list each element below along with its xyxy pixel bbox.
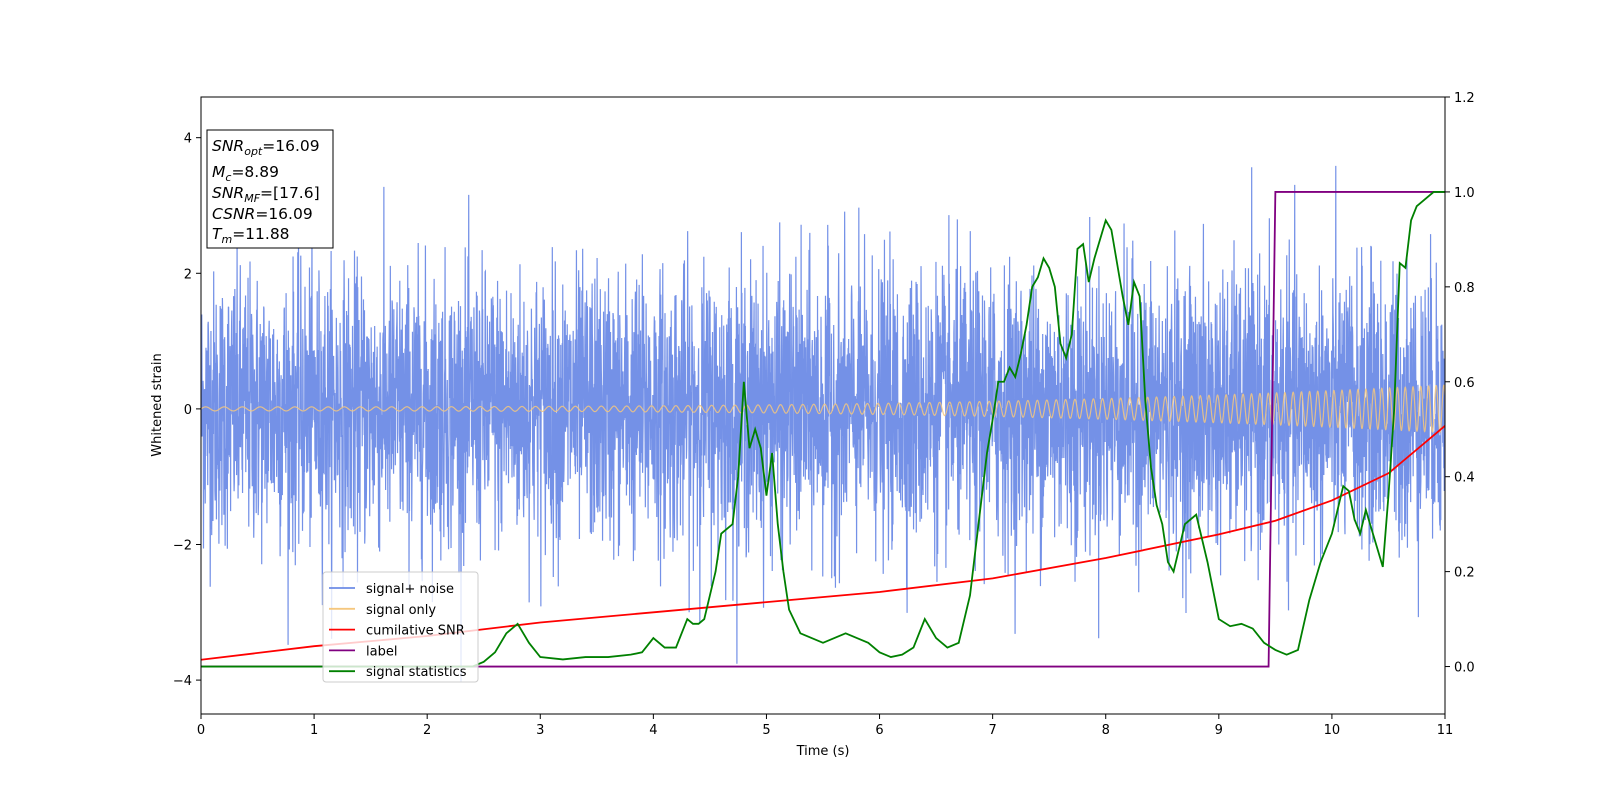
series-label bbox=[201, 191, 1445, 668]
legend: signal+ noise signal only cumilative SNR la… bbox=[322, 571, 479, 683]
x-tick-label: 10 bbox=[1324, 723, 1341, 738]
legend-label: signal only bbox=[366, 603, 436, 618]
x-tick-label: 11 bbox=[1437, 723, 1454, 738]
y-tick-label: 2 bbox=[184, 267, 192, 282]
y-axis-right: 0.0 0.2 0.4 0.6 0.8 1.0 1.2 bbox=[1445, 91, 1475, 676]
y-tick-label: 0 bbox=[184, 403, 192, 418]
snr-mf-label: SNRMF=[17.6] bbox=[212, 184, 320, 205]
legend-label: label bbox=[366, 644, 397, 659]
plot-frame bbox=[200, 96, 1446, 715]
x-axis: 0 1 2 3 4 5 6 7 8 9 10 11 bbox=[197, 714, 1453, 738]
x-tick-label: 0 bbox=[197, 723, 205, 738]
info-box: SNRopt=16.09 Mc=8.89 SNRMF=[17.6] CSNR=1… bbox=[206, 129, 334, 249]
x-tick-label: 6 bbox=[875, 723, 883, 738]
y2-tick-label: 0.0 bbox=[1454, 661, 1475, 676]
y-tick-label: −4 bbox=[173, 674, 192, 689]
y-axis-left: −4 −2 0 2 4 bbox=[173, 132, 201, 689]
y2-tick-label: 1.2 bbox=[1454, 91, 1475, 106]
series-signal-noise bbox=[201, 165, 1445, 682]
y-tick-label: −2 bbox=[173, 538, 192, 553]
y2-tick-label: 0.8 bbox=[1454, 281, 1475, 296]
x-tick-label: 4 bbox=[649, 723, 657, 738]
legend-label: cumilative SNR bbox=[366, 624, 465, 639]
x-tick-label: 1 bbox=[310, 723, 318, 738]
x-axis-label: Time (s) bbox=[796, 744, 850, 759]
x-tick-label: 8 bbox=[1102, 723, 1110, 738]
x-tick-label: 7 bbox=[988, 723, 996, 738]
y2-tick-label: 0.4 bbox=[1454, 471, 1475, 486]
y-tick-label: 4 bbox=[184, 132, 192, 147]
series-signal-statistics bbox=[201, 191, 1445, 668]
tm-label: Tm=11.88 bbox=[212, 225, 290, 246]
series-signal-only bbox=[201, 384, 1445, 434]
legend-label: signal+ noise bbox=[366, 582, 454, 597]
y2-tick-label: 0.2 bbox=[1454, 566, 1475, 581]
y2-tick-label: 0.6 bbox=[1454, 376, 1475, 391]
x-tick-label: 9 bbox=[1215, 723, 1223, 738]
y-axis-label: Whitened strain bbox=[150, 353, 165, 456]
x-tick-label: 5 bbox=[762, 723, 770, 738]
mc-label: Mc=8.89 bbox=[212, 163, 279, 184]
x-tick-label: 3 bbox=[536, 723, 544, 738]
legend-label: signal statistics bbox=[366, 665, 467, 680]
csnr-label: CSNR=16.09 bbox=[212, 205, 313, 223]
x-tick-label: 2 bbox=[423, 723, 431, 738]
snr-opt-label: SNRopt=16.09 bbox=[212, 137, 320, 158]
y2-tick-label: 1.0 bbox=[1454, 186, 1475, 201]
